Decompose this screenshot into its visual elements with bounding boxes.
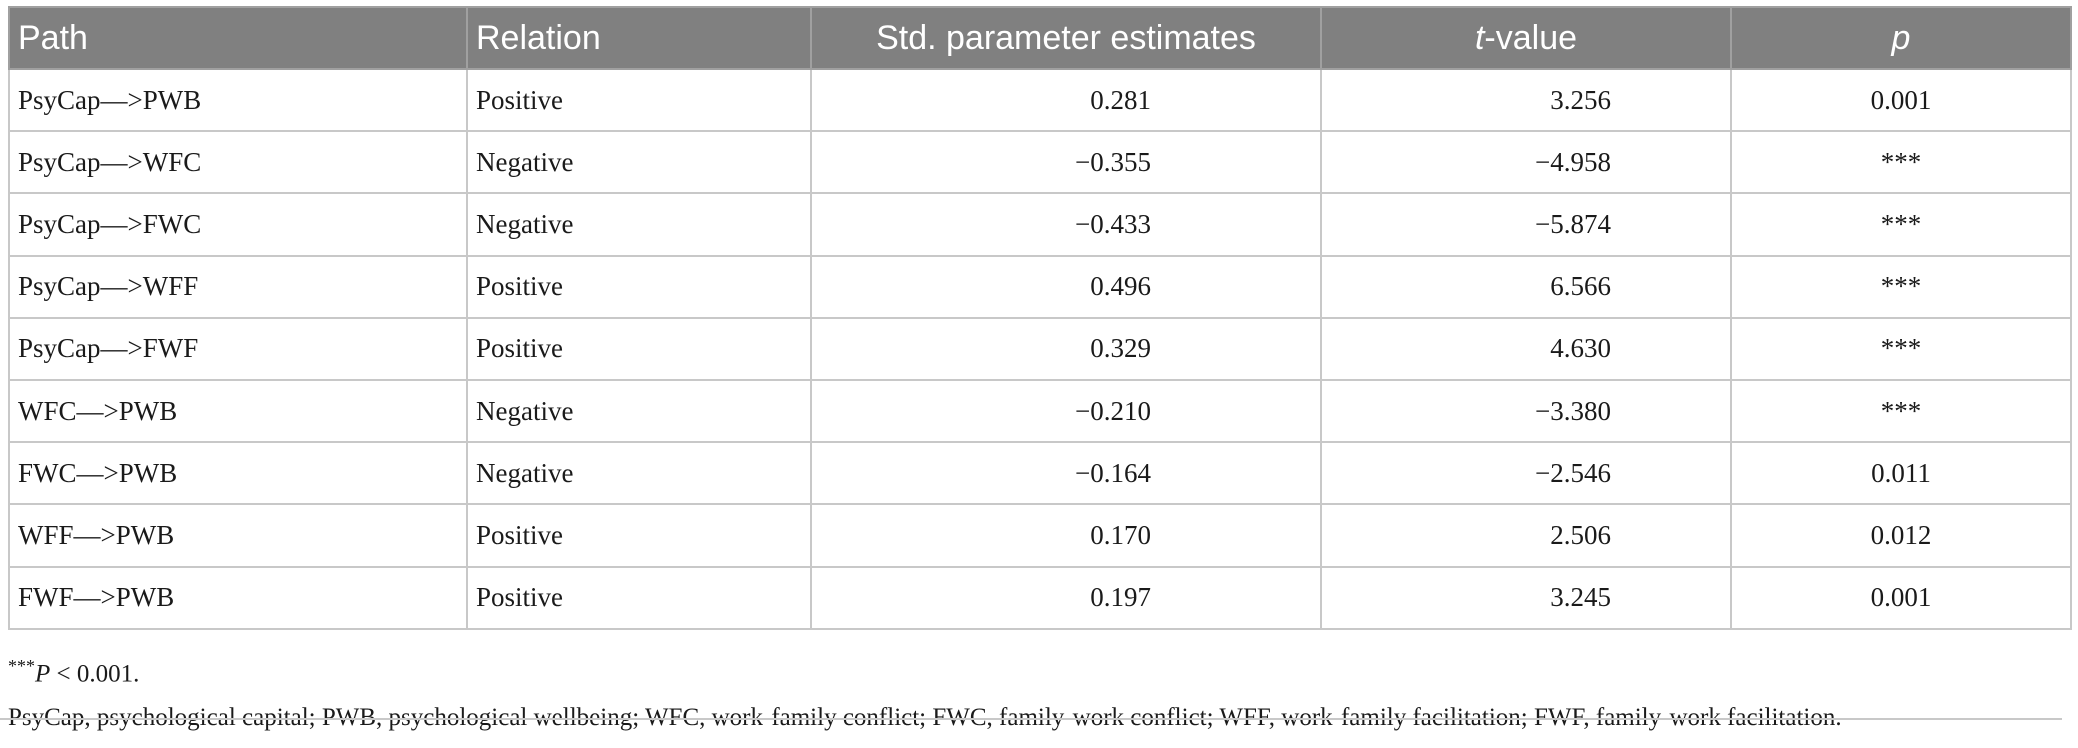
cell-estimate: −0.164	[810, 441, 1322, 506]
table-row: WFF—>PWB Positive 0.170 2.506 0.012	[8, 503, 2072, 568]
cell-path: PsyCap—>WFF	[8, 254, 468, 319]
table-row: PsyCap—>PWB Positive 0.281 3.256 0.001	[8, 67, 2072, 133]
cell-t-value: 3.245	[1320, 565, 1732, 630]
cell-t-value-text: −5.874	[1535, 208, 1611, 239]
cell-t-value-text: 3.256	[1550, 84, 1611, 115]
table-row: PsyCap—>FWC Negative −0.433 −5.874 ***	[8, 192, 2072, 257]
table-row: PsyCap—>FWF Positive 0.329 4.630 ***	[8, 316, 2072, 381]
cell-estimate: 0.329	[810, 316, 1322, 381]
cell-path: PsyCap—>PWB	[8, 67, 468, 133]
header-estimates: Std. parameter estimates	[810, 6, 1322, 70]
cell-relation: Negative	[466, 441, 812, 506]
cell-t-value: 2.506	[1320, 503, 1732, 568]
table-row: FWC—>PWB Negative −0.164 −2.546 0.011	[8, 441, 2072, 506]
cell-relation: Negative	[466, 378, 812, 444]
abbreviations-note: PsyCap, psychological capital; PWB, psyc…	[8, 704, 1842, 732]
cell-estimate: −0.210	[810, 378, 1322, 444]
cell-estimate: 0.281	[810, 67, 1322, 133]
cell-relation: Positive	[466, 316, 812, 381]
table-body: PsyCap—>PWB Positive 0.281 3.256 0.001 PsyCap…	[8, 67, 2072, 630]
table-row: PsyCap—>WFF Positive 0.496 6.566 ***	[8, 254, 2072, 319]
cell-p: 0.001	[1730, 67, 2072, 133]
cell-estimate: 0.170	[810, 503, 1322, 568]
cell-t-value-text: −3.380	[1535, 395, 1611, 426]
cell-relation: Positive	[466, 67, 812, 133]
cell-path: WFF—>PWB	[8, 503, 468, 568]
cell-p: 0.012	[1730, 503, 2072, 568]
cell-path: PsyCap—>WFC	[8, 130, 468, 195]
cell-t-value: −5.874	[1320, 192, 1732, 257]
path-results-table: Path Relation Std. parameter estimates t…	[8, 6, 2072, 630]
cell-estimate-text: 0.281	[1090, 84, 1151, 115]
cell-relation: Positive	[466, 503, 812, 568]
table-header: Path Relation Std. parameter estimates t…	[8, 6, 2072, 70]
cell-p: ***	[1730, 130, 2072, 195]
cell-p: ***	[1730, 316, 2072, 381]
bottom-rule	[0, 718, 2062, 720]
cell-t-value: −2.546	[1320, 441, 1732, 506]
table-row: PsyCap—>WFC Negative −0.355 −4.958 ***	[8, 130, 2072, 195]
cell-t-value-text: 3.245	[1550, 582, 1611, 613]
cell-path: WFC—>PWB	[8, 378, 468, 444]
significance-note: ***P < 0.001.	[8, 656, 2070, 688]
cell-t-value: −3.380	[1320, 378, 1732, 444]
cell-relation: Positive	[466, 565, 812, 630]
cell-p: ***	[1730, 192, 2072, 257]
results-table-container: Path Relation Std. parameter estimates t…	[8, 6, 2072, 748]
cell-path: FWC—>PWB	[8, 441, 468, 506]
cell-estimate: −0.355	[810, 130, 1322, 195]
cell-t-value: 4.630	[1320, 316, 1732, 381]
cell-estimate-text: −0.355	[1075, 146, 1151, 177]
cell-relation: Negative	[466, 130, 812, 195]
header-path: Path	[8, 6, 468, 70]
cell-t-value: 3.256	[1320, 67, 1732, 133]
cell-path: PsyCap—>FWC	[8, 192, 468, 257]
header-row: Path Relation Std. parameter estimates t…	[8, 6, 2072, 70]
cell-estimate-text: 0.496	[1090, 271, 1151, 302]
cell-relation: Positive	[466, 254, 812, 319]
cell-p: 0.011	[1730, 441, 2072, 506]
cell-estimate: −0.433	[810, 192, 1322, 257]
header-t-italic: t	[1474, 18, 1485, 57]
cell-t-value-text: −4.958	[1535, 146, 1611, 177]
cell-estimate-text: −0.164	[1075, 457, 1151, 488]
cell-estimate-text: 0.197	[1090, 582, 1151, 613]
cell-p: 0.001	[1730, 565, 2072, 630]
sig-stars: ***	[8, 655, 35, 676]
cell-p: ***	[1730, 378, 2072, 444]
cell-estimate-text: −0.210	[1075, 395, 1151, 426]
header-p: p	[1730, 6, 2072, 70]
header-t-rest: -value	[1484, 18, 1578, 57]
header-relation: Relation	[466, 6, 812, 70]
header-t-value: t-value	[1320, 6, 1732, 70]
cell-estimate-text: 0.170	[1090, 519, 1151, 550]
cell-path: FWF—>PWB	[8, 565, 468, 630]
table-row: WFC—>PWB Negative −0.210 −3.380 ***	[8, 378, 2072, 444]
sig-p: P	[35, 660, 51, 688]
table-row: FWF—>PWB Positive 0.197 3.245 0.001	[8, 565, 2072, 630]
cell-estimate: 0.197	[810, 565, 1322, 630]
cell-t-value-text: 2.506	[1550, 519, 1611, 550]
cell-p: ***	[1730, 254, 2072, 319]
cell-path: PsyCap—>FWF	[8, 316, 468, 381]
cell-relation: Negative	[466, 192, 812, 257]
cell-estimate: 0.496	[810, 254, 1322, 319]
cell-estimate-text: 0.329	[1090, 333, 1151, 364]
cell-t-value-text: −2.546	[1535, 457, 1611, 488]
cell-t-value: 6.566	[1320, 254, 1732, 319]
table-notes: ***P < 0.001. PsyCap, psychological capi…	[8, 656, 2070, 732]
cell-t-value-text: 4.630	[1550, 333, 1611, 364]
cell-t-value: −4.958	[1320, 130, 1732, 195]
cell-t-value-text: 6.566	[1550, 271, 1611, 302]
cell-estimate-text: −0.433	[1075, 208, 1151, 239]
sig-rest: < 0.001.	[50, 660, 140, 688]
